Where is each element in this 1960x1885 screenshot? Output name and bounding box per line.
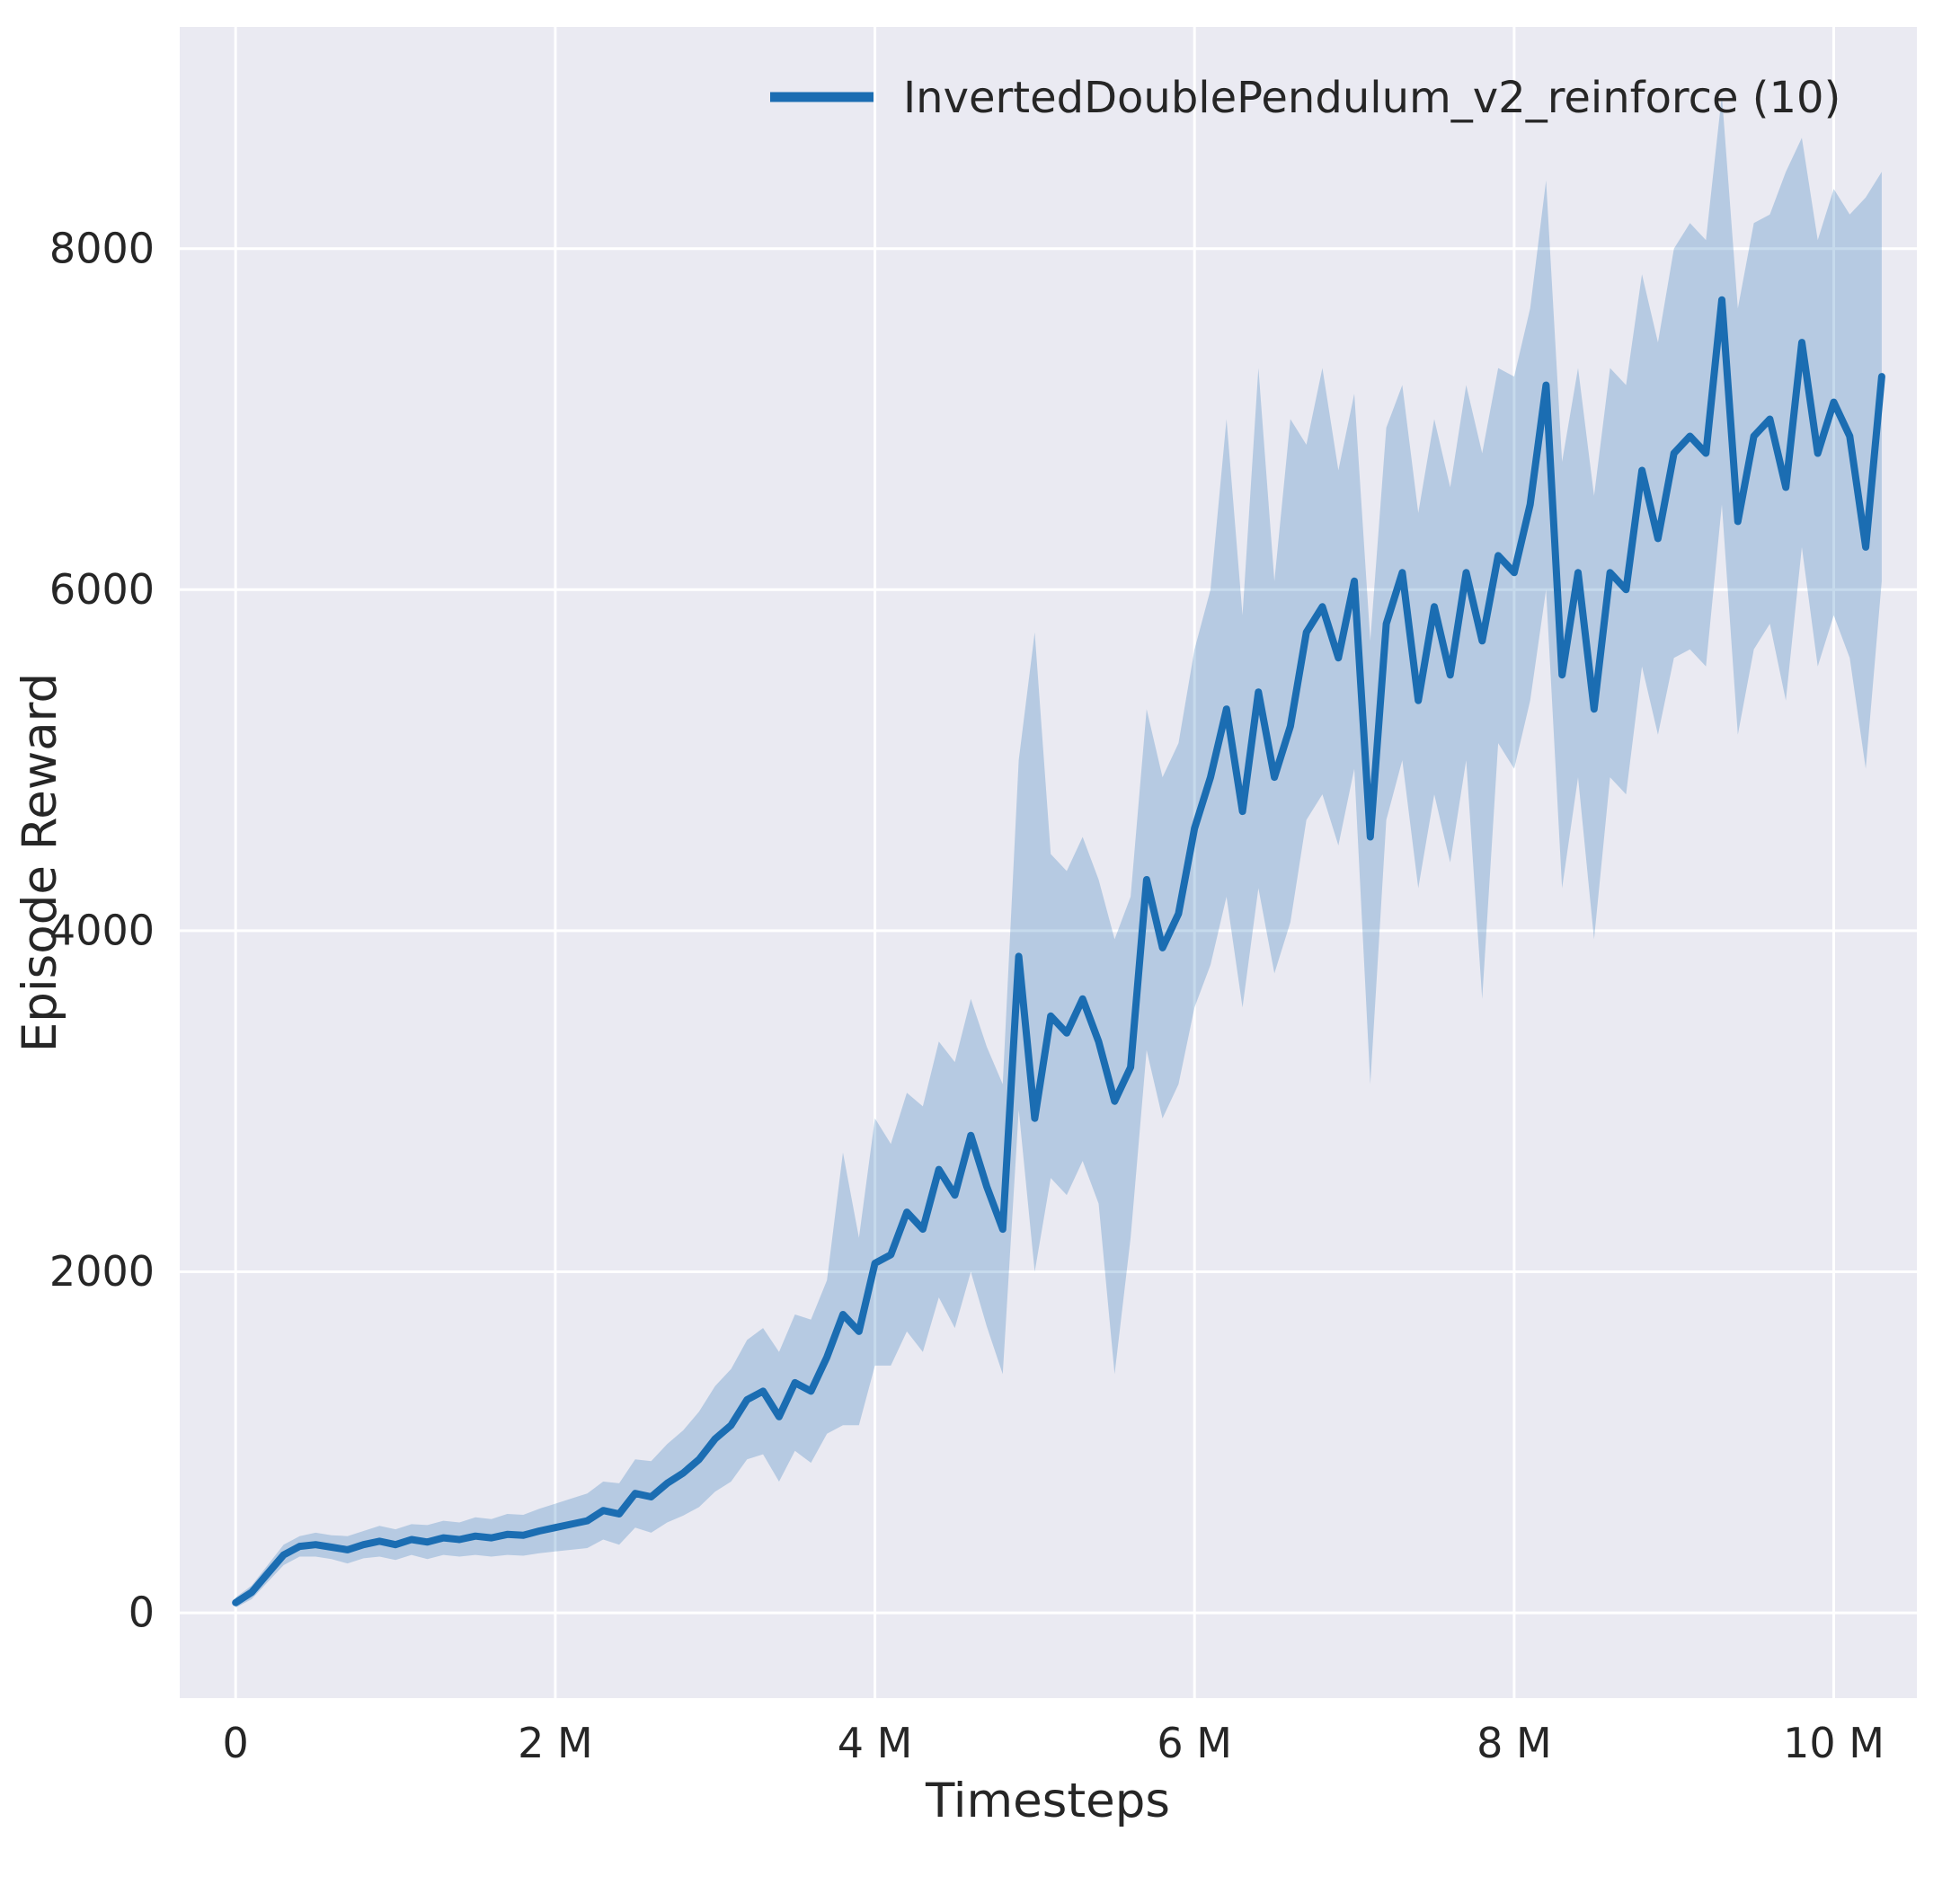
plot-background (180, 27, 1917, 1698)
x-tick-label: 4 M (838, 1719, 913, 1767)
x-tick-label: 8 M (1477, 1719, 1552, 1767)
y-tick-label: 4000 (49, 907, 155, 955)
confidence-band (235, 94, 1882, 1608)
x-tick-label: 0 (223, 1719, 249, 1767)
mean-line (232, 296, 1885, 1606)
x-tick-label: 2 M (518, 1719, 593, 1767)
y-tick-labels: 0 2000 4000 6000 8000 (49, 224, 155, 1636)
x-tick-label: 6 M (1157, 1719, 1232, 1767)
y-axis-label: Episode Reward (13, 673, 67, 1052)
y-tick-label: 6000 (49, 565, 155, 614)
legend: InvertedDoublePendulum_v2_reinforce (10) (770, 73, 1840, 123)
x-axis-label: Timesteps (925, 1774, 1170, 1828)
y-tick-label: 0 (129, 1589, 155, 1637)
x-tick-labels: 0 2 M 4 M 6 M 8 M 10 M (223, 1719, 1885, 1767)
x-tick-label: 10 M (1783, 1719, 1885, 1767)
y-tick-label: 2000 (49, 1247, 155, 1296)
legend-label: InvertedDoublePendulum_v2_reinforce (10) (903, 73, 1840, 123)
y-tick-label: 8000 (49, 224, 155, 272)
plot-area (232, 94, 1885, 1608)
